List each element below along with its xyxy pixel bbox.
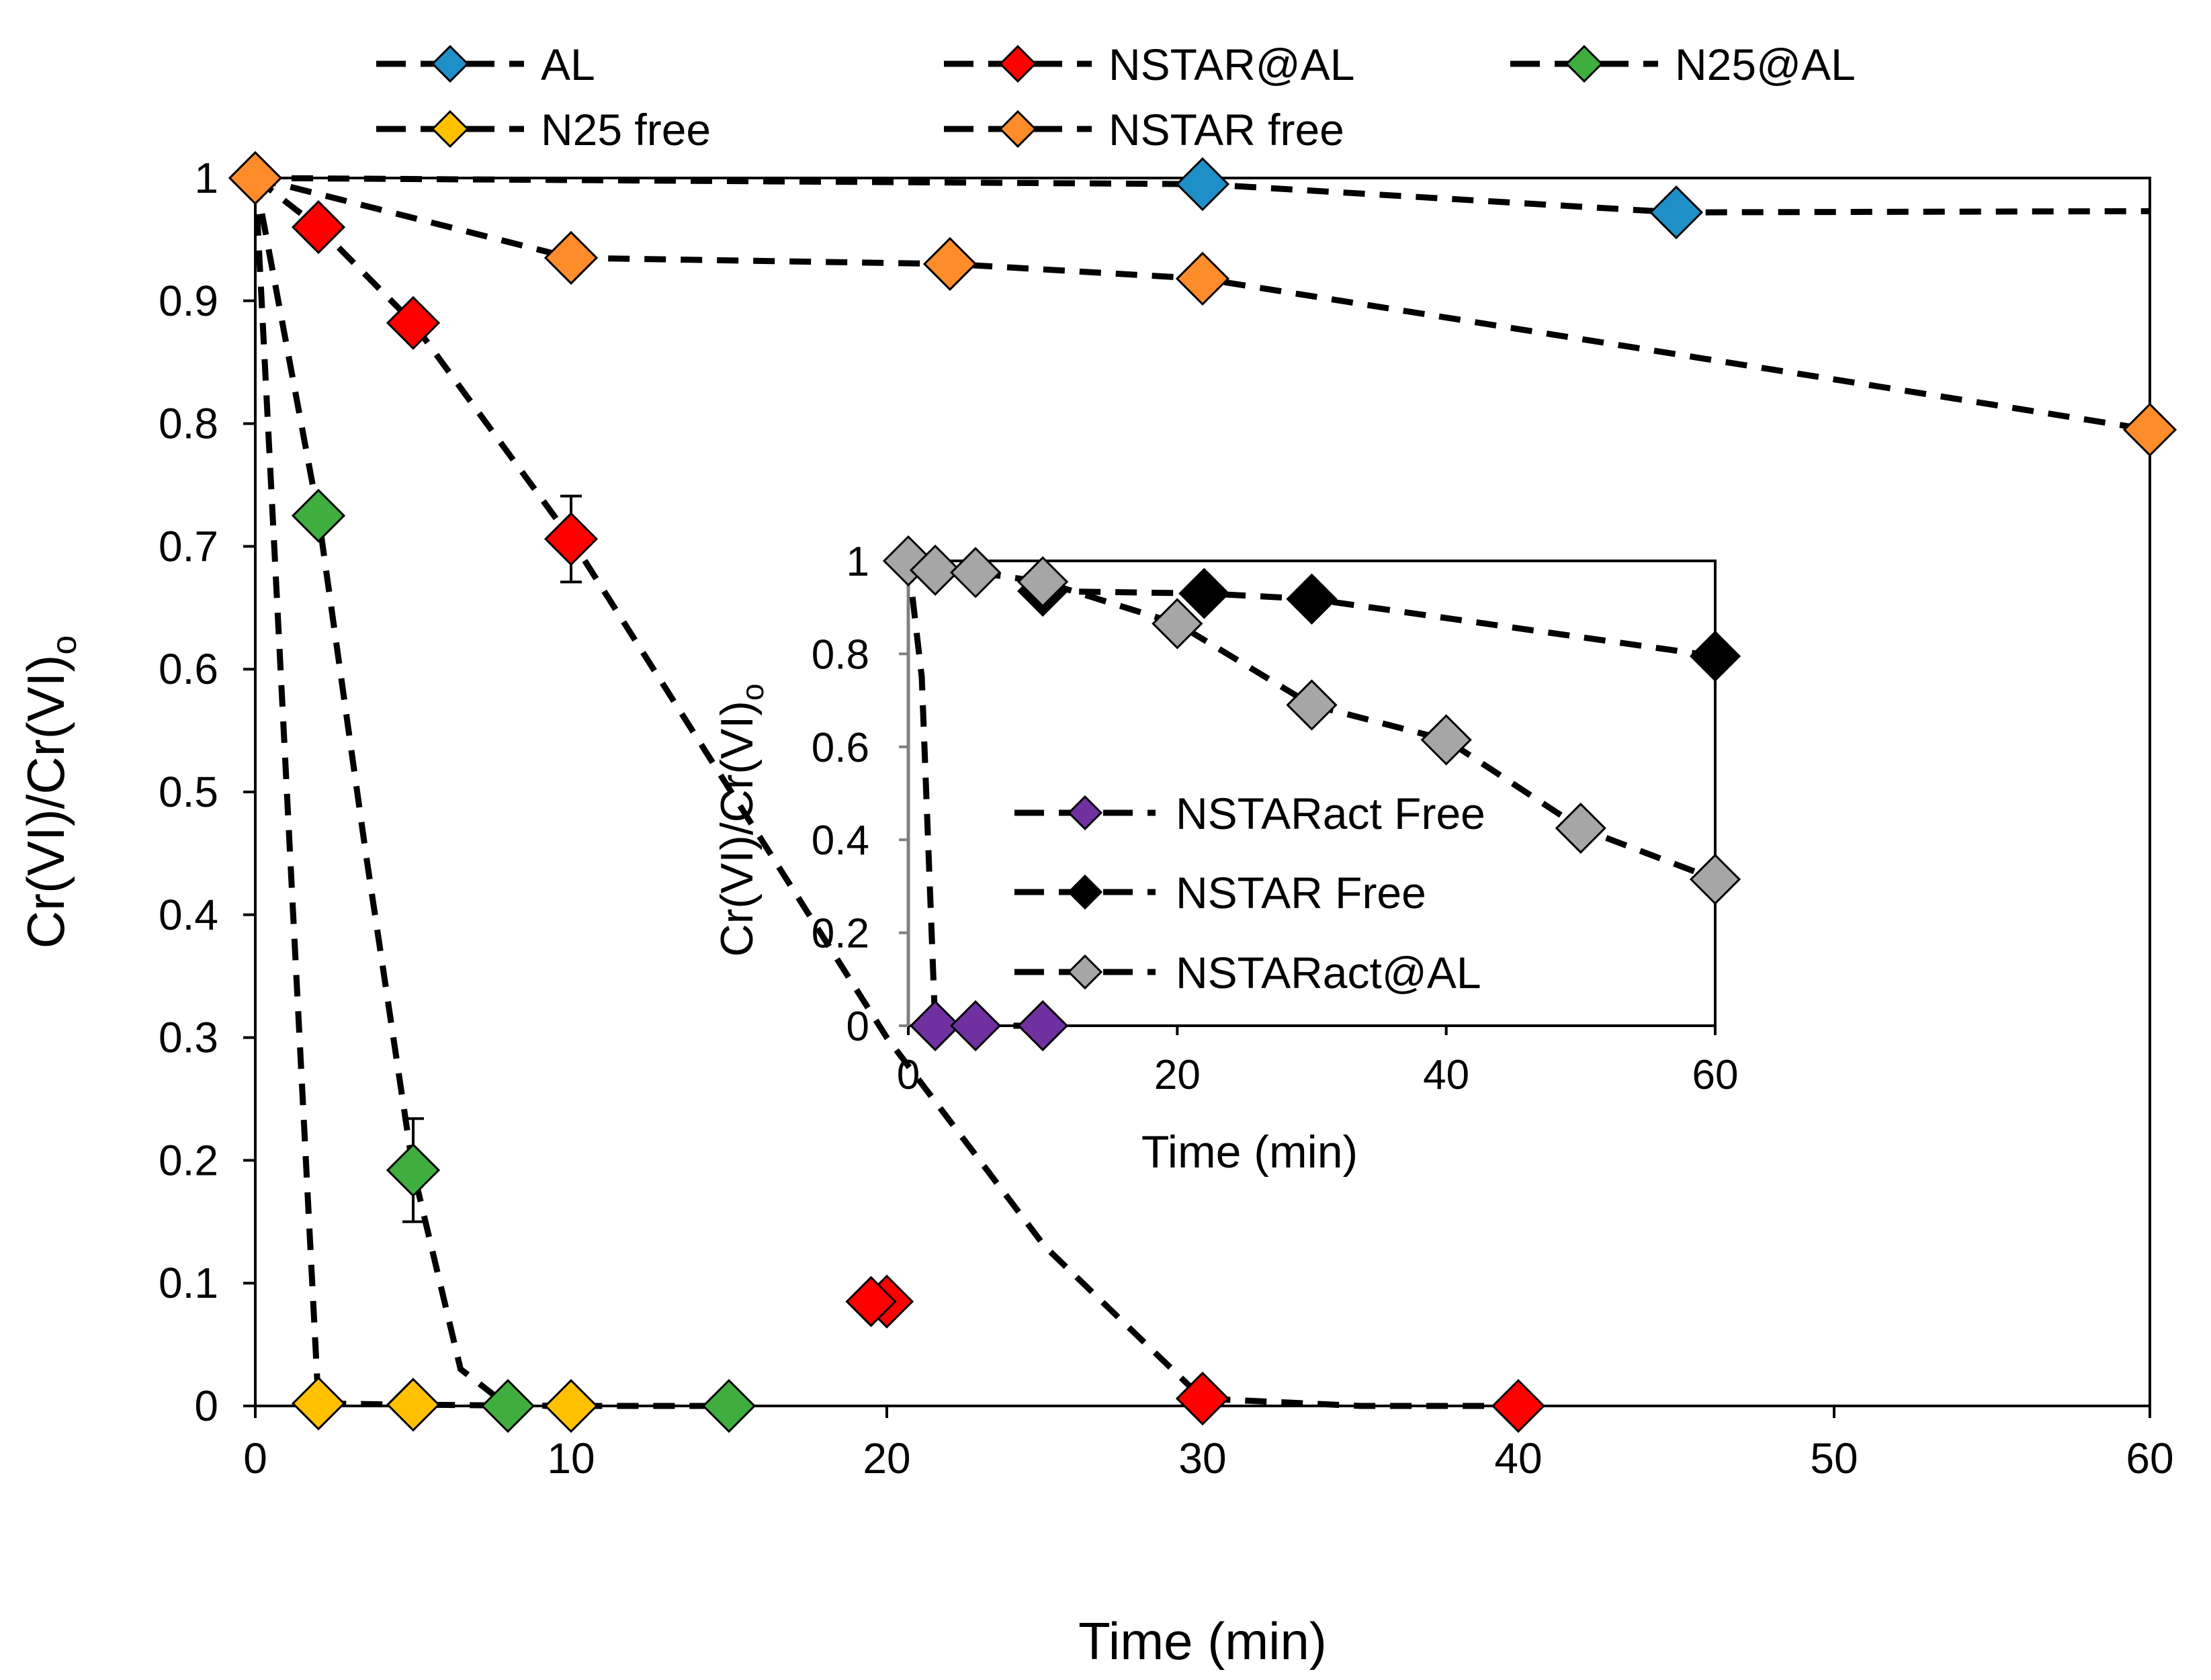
main-y-tick-label: 0.7 [159, 522, 218, 570]
main-point-n25-free [544, 1378, 599, 1433]
inset-point-nstaract-al [1555, 802, 1606, 854]
legend-marker-n25-al [1565, 44, 1604, 83]
main-trend-n25-al [252, 177, 729, 1409]
inset-x-tick-label: 20 [1154, 1052, 1201, 1098]
inset-point-nstaract-free [909, 1000, 961, 1052]
inset-point-nstaract-free [949, 1000, 1002, 1052]
inset-point-nstar-free [1286, 573, 1338, 625]
inset-point-nstar-free [1689, 630, 1741, 682]
main-point-nstar-al [544, 512, 599, 566]
main-point-n25-free [291, 1376, 346, 1431]
inset-trend-nstar-free [1043, 588, 1716, 660]
inset-plot: 0 20 40 60 0 0.2 0.4 0.6 0.8 1 Time (min) Cr(VI)/Cr… [711, 535, 1741, 1327]
inset-y-tick-label: 0.6 [812, 725, 869, 771]
main-y-tick-label: 0.3 [159, 1014, 218, 1062]
inset-point-nstaract-al [1420, 714, 1472, 766]
main-y-tick-label: 1 [194, 154, 218, 202]
main-x-tick-label: 50 [1810, 1434, 1858, 1483]
inset-y-tick-label: 0 [847, 1004, 869, 1050]
legend-label-al: AL [541, 40, 595, 89]
inset-legend-marker-nstaract-al [1067, 954, 1103, 990]
inset-x-axis-title: Time (min) [1141, 1126, 1358, 1178]
main-point-al [1175, 157, 1230, 212]
legend-label-nstar-free: NSTAR free [1109, 105, 1344, 154]
legend-marker-nstar-free [998, 109, 1037, 148]
main-plot: 0 10 20 30 40 50 6000.10.20.30.40.50.60.70.80.… [16, 150, 2177, 1671]
inset-x-tick-label: 40 [1423, 1052, 1469, 1098]
main-x-tick-label: 10 [547, 1434, 595, 1483]
main-point-nstar-al [386, 296, 441, 350]
main-legend: AL NSTAR@AL N25@AL N25 free NSTAR free [376, 40, 1856, 154]
main-trend-n25-free [252, 177, 572, 1409]
main-point-al [1649, 185, 1704, 240]
main-point-nstar-free [228, 150, 283, 206]
inset-point-nstaract-al [1152, 598, 1203, 650]
inset-x-tick-label: 0 [897, 1052, 920, 1098]
main-x-tick-label: 20 [863, 1434, 910, 1483]
legend-label-nstar-al: NSTAR@AL [1109, 40, 1355, 89]
inset-legend-marker-nstaract-free [1067, 795, 1103, 831]
inset-point-nstaract-al [909, 544, 961, 596]
main-point-nstar-al [291, 200, 346, 255]
inset-x-tick-label: 60 [1692, 1052, 1739, 1098]
inset-y-tick-label: 1 [847, 539, 869, 585]
main-point-n25-al [701, 1378, 756, 1433]
main-x-axis-title: Time (min) [1078, 1611, 1327, 1671]
main-point-nstar-free [544, 230, 599, 285]
inset-y-tick-label: 0.8 [812, 631, 869, 678]
legend-marker-nstar-al [998, 44, 1037, 83]
main-y-tick-label: 0.8 [159, 400, 218, 448]
inset-point-nstaract-free [1017, 1000, 1069, 1052]
inset-point-nstaract-al [1286, 679, 1338, 731]
main-point-n25-free [386, 1378, 441, 1432]
main-y-tick-label: 0.1 [159, 1259, 218, 1307]
inset-legend-label-nstaract-free: NSTARact Free [1176, 789, 1485, 838]
main-point-n25-al [480, 1378, 535, 1433]
main-y-tick-label: 0.5 [159, 768, 218, 816]
main-x-tick-label: 40 [1494, 1434, 1542, 1483]
inset-y-tick-label: 0.4 [812, 817, 869, 864]
main-point-nstar-free [2122, 402, 2177, 457]
main-y-tick-label: 0 [194, 1382, 218, 1430]
main-x-tick-label: 0 [243, 1434, 267, 1483]
legend-label-n25-free: N25 free [541, 105, 711, 154]
main-y-axis-title: Cr(VI)/Cr(VI)o [16, 635, 84, 949]
main-point-nstar-al [1491, 1378, 1546, 1433]
main-point-nstar-free [922, 236, 978, 292]
main-x-tick-label: 30 [1178, 1434, 1226, 1483]
inset-y-tick-label: 0.2 [812, 911, 869, 957]
main-point-nstar-free [1175, 251, 1230, 306]
legend-label-n25-al: N25@AL [1675, 40, 1856, 89]
main-point-n25-al [291, 488, 346, 543]
inset-legend-label-nstar-free: NSTAR Free [1176, 868, 1426, 918]
main-trend-al [255, 175, 2151, 216]
main-point-nstar-al [1175, 1371, 1230, 1426]
inset-legend-marker-nstar-free [1067, 874, 1103, 910]
main-x-tick-label: 60 [2126, 1434, 2173, 1483]
main-point-n25-al [386, 1143, 441, 1198]
legend-marker-n25-free [431, 109, 470, 148]
inset-trend-nstaract-free [905, 560, 1043, 1029]
main-y-tick-label: 0.6 [159, 645, 218, 693]
main-y-tick-label: 0.4 [159, 891, 218, 939]
main-y-tick-label: 0.2 [159, 1136, 218, 1184]
inset-point-nstaract-al [949, 547, 1002, 599]
inset-legend-label-nstaract-al: NSTARact@AL [1176, 948, 1481, 998]
inset-point-nstaract-al [1689, 853, 1741, 905]
main-point-nstar-al-edge [845, 1276, 897, 1327]
inset-point-nstaract-al [1017, 556, 1069, 608]
main-trend-nstar-al [253, 175, 1518, 1409]
inset-y-axis-title: Cr(VI)/Cr(VI)o [711, 683, 770, 957]
main-y-tick-label: 0.9 [159, 277, 218, 325]
inset-point-nstar-free [1178, 568, 1230, 619]
legend-marker-al [431, 44, 470, 83]
